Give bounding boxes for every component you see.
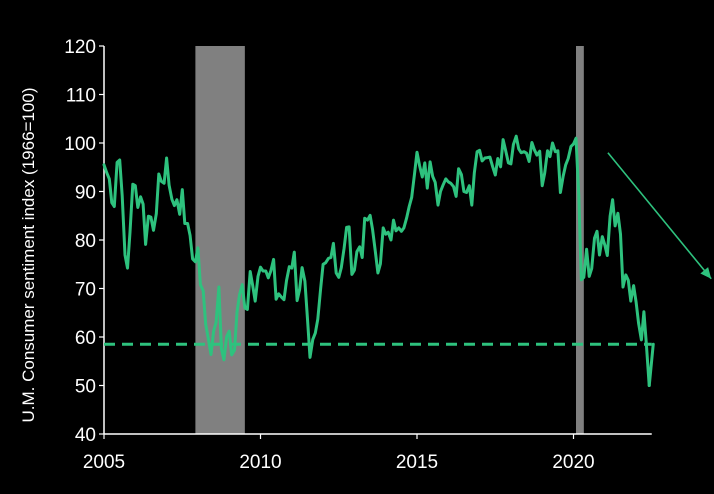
trend-arrow-head <box>700 267 712 279</box>
y-tick-label-40: 40 <box>75 425 96 446</box>
x-tick-label-2020: 2020 <box>552 452 594 473</box>
series-line-1 <box>102 134 651 387</box>
trend-arrow-group <box>607 152 712 280</box>
x-tick-label-2010: 2010 <box>239 452 281 473</box>
axes <box>99 45 652 439</box>
y-tick-labels: 40 50 60 70 80 90 100 110 120 <box>64 37 96 446</box>
x-tick-labels: 2005 2010 2015 2020 <box>83 452 595 473</box>
series-group <box>102 134 655 387</box>
y-tick-label-60: 60 <box>75 328 96 349</box>
y-tick-label-100: 100 <box>64 134 96 155</box>
x-tick-label-2005: 2005 <box>83 452 125 473</box>
y-tick-label-110: 110 <box>66 86 96 107</box>
recession-band-1 <box>195 46 245 434</box>
y-tick-label-50: 50 <box>75 377 96 398</box>
x-tick-label-2015: 2015 <box>396 452 438 473</box>
y-tick-label-120: 120 <box>64 37 96 58</box>
trend-arrow-shaft <box>607 152 712 280</box>
y-tick-label-70: 70 <box>75 280 96 301</box>
y-tick-label-90: 90 <box>75 183 96 204</box>
y-axis-title: U.M. Consumer sentiment index (1966=100) <box>19 88 38 423</box>
series-end-segment <box>647 342 655 387</box>
y-tick-label-80: 80 <box>75 231 96 252</box>
